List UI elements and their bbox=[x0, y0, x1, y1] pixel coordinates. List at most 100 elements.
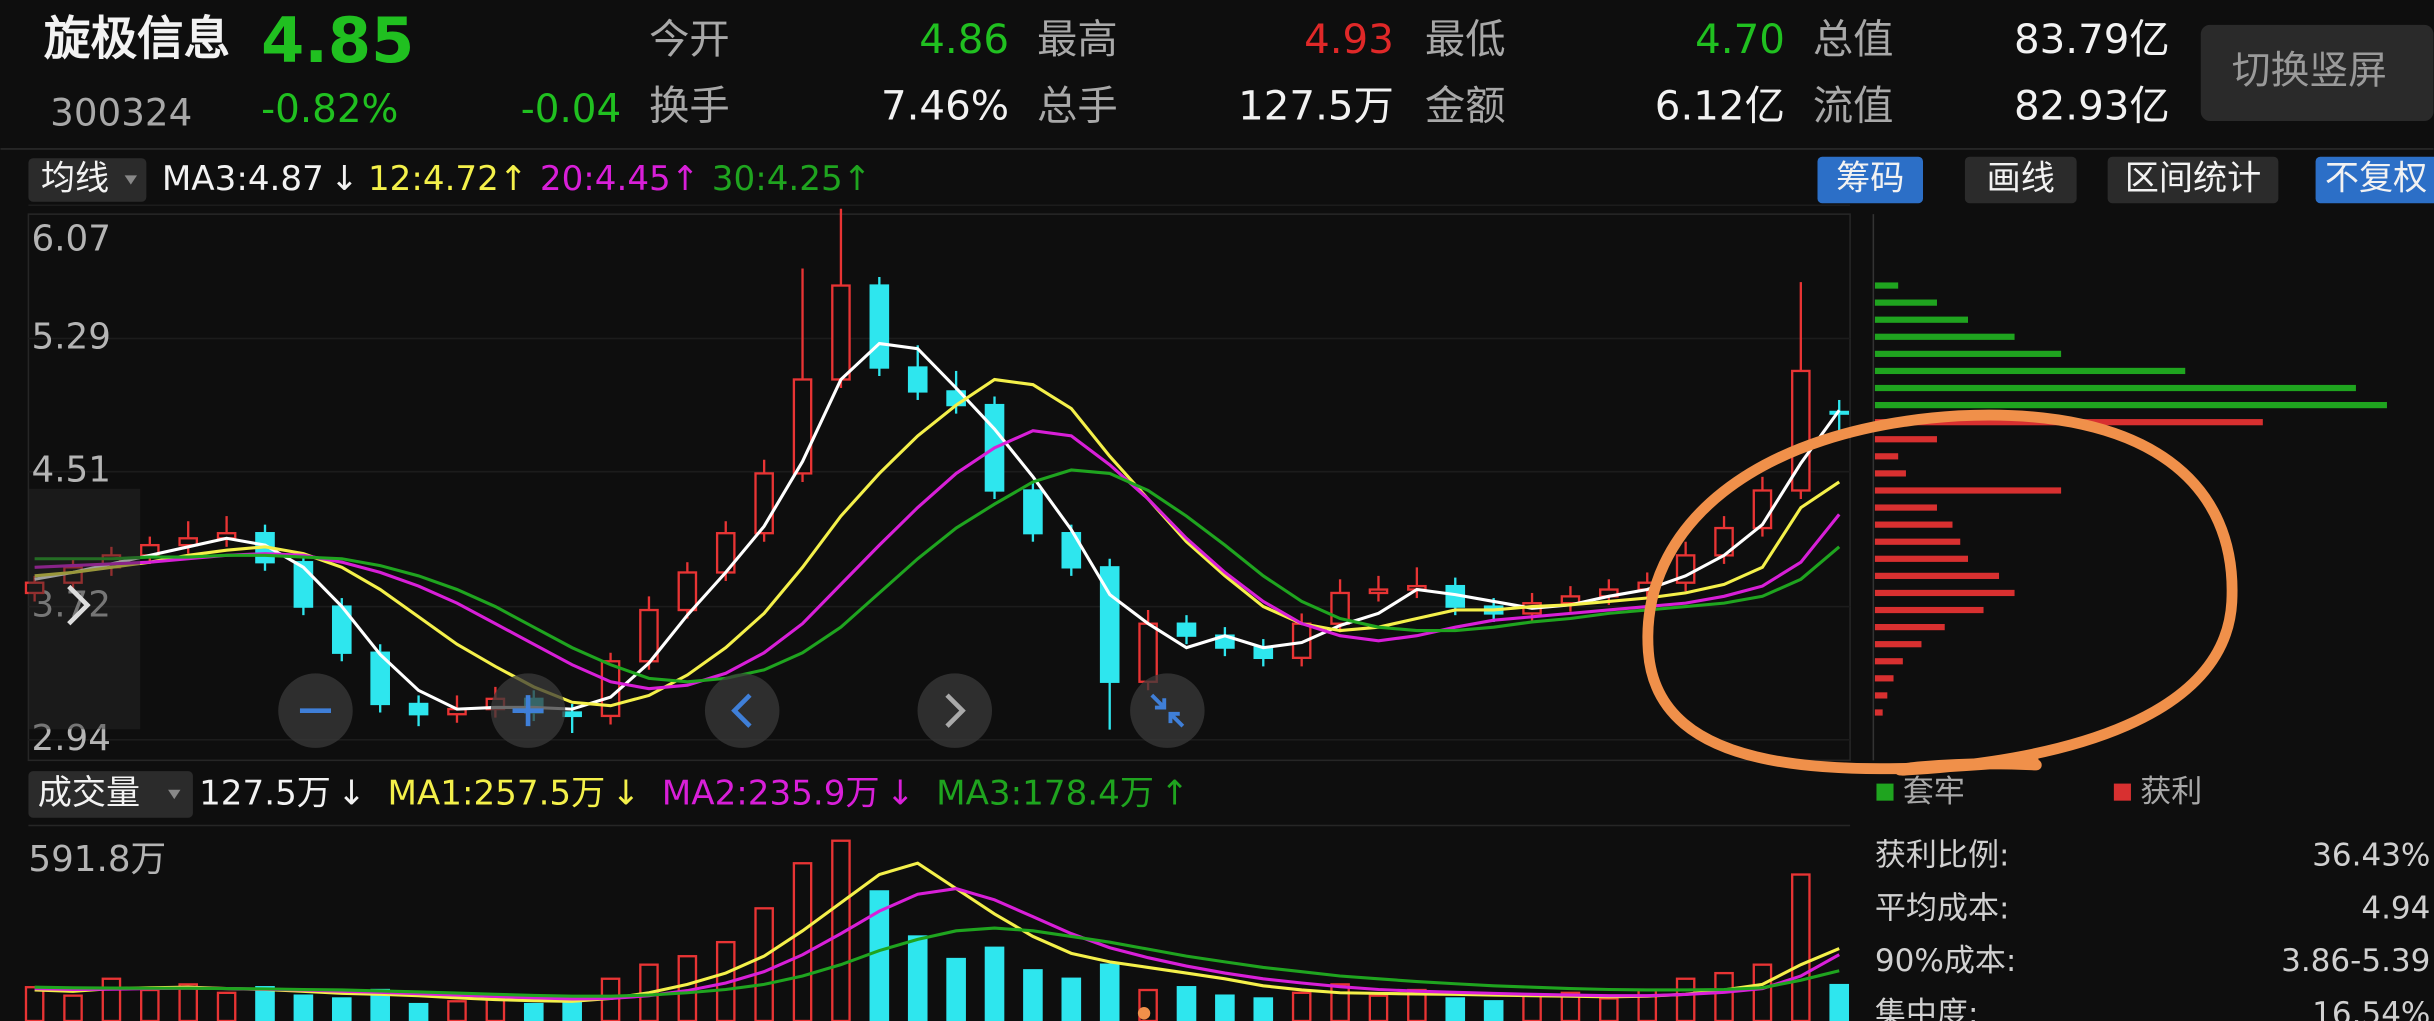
chip-bar bbox=[1874, 316, 1969, 323]
dropdown-arrow bbox=[168, 789, 181, 800]
volume-bar bbox=[1714, 971, 1734, 1021]
draw-button[interactable] bbox=[1964, 156, 2077, 204]
volume-bar bbox=[562, 1000, 582, 1021]
stat-value: 4.70 bbox=[1695, 16, 1785, 63]
chip-bar bbox=[1874, 555, 1969, 562]
stat-label: 总手 bbox=[1037, 83, 1118, 130]
stat-label: 最高 bbox=[1037, 16, 1118, 63]
stat-row-label: 集中度: bbox=[1875, 996, 1979, 1021]
stock-name: 旋极信息 bbox=[44, 11, 230, 65]
volume-bar bbox=[869, 890, 890, 1021]
volume-bar bbox=[331, 997, 352, 1021]
dropdown-arrow bbox=[124, 175, 138, 185]
stat-label: 最低 bbox=[1425, 16, 1506, 63]
candle-body bbox=[869, 284, 890, 369]
expand-icon[interactable] bbox=[67, 584, 91, 626]
chip-button[interactable] bbox=[1817, 156, 1924, 204]
volume-button[interactable] bbox=[28, 771, 193, 818]
volume-bar bbox=[178, 983, 199, 1021]
stat-row-value: 16.54% bbox=[2312, 996, 2430, 1021]
prev-button[interactable] bbox=[704, 673, 780, 748]
volume-bar bbox=[1291, 991, 1312, 1021]
volume-bar bbox=[1176, 986, 1197, 1021]
chip-bar bbox=[1874, 538, 1961, 545]
switch-button[interactable] bbox=[2200, 24, 2434, 122]
hand-drawn-circle bbox=[1642, 409, 2238, 776]
stat-row-value: 4.94 bbox=[2361, 890, 2430, 926]
chip-bar bbox=[1874, 572, 2000, 579]
volume-item: MA1:257.5万 bbox=[387, 773, 605, 813]
switch-button-label[interactable]: 切换竖屏 bbox=[2232, 48, 2387, 93]
ma-item: 20:4.45↑ bbox=[540, 158, 700, 198]
chip-bar bbox=[1874, 282, 1899, 289]
y-tick-label: 2.94 bbox=[32, 718, 111, 759]
y-tick-label: 5.29 bbox=[32, 316, 111, 357]
stat-value: 6.12亿 bbox=[1655, 83, 1785, 130]
chip-bar bbox=[1874, 692, 1888, 699]
volume-bar bbox=[1752, 963, 1773, 1021]
range-button-label[interactable]: 区间统计 bbox=[2125, 158, 2262, 198]
candle-body bbox=[1791, 369, 1811, 492]
volume-bar bbox=[408, 1002, 429, 1021]
volume-legend: 127.5万 ↓ MA1:257.5万 ↓ MA2:235.9万 ↓ MA3:178.4万 ↑ bbox=[199, 773, 1189, 813]
prev-icon bbox=[731, 693, 752, 728]
candle-body bbox=[24, 581, 45, 595]
volume-bar bbox=[255, 986, 275, 1021]
stat-row-value: 3.86-5.39 bbox=[2281, 943, 2430, 979]
volume-bar bbox=[1253, 997, 1274, 1021]
draw-button-label[interactable]: 画线 bbox=[1987, 158, 2055, 198]
nav-controls bbox=[278, 673, 1205, 748]
chip-bar bbox=[1874, 333, 2015, 340]
volume-bar bbox=[1215, 994, 1235, 1021]
stat-row-label: 90%成本: bbox=[1875, 943, 2016, 979]
volume-bar bbox=[1445, 997, 1466, 1021]
volume-bar bbox=[140, 988, 160, 1021]
ma-legend: MA3:4.87 ↓ 12:4.72↑ 20:4.45↑ 30:4.25↑ bbox=[162, 158, 871, 198]
adjust-button[interactable] bbox=[2315, 156, 2434, 204]
ma-item: 12:4.72↑ bbox=[368, 158, 528, 198]
volume-bar bbox=[523, 1002, 544, 1021]
volume-bar bbox=[1368, 994, 1389, 1021]
y-tick-label: 4.51 bbox=[32, 450, 111, 491]
volume-bar bbox=[101, 977, 122, 1021]
next-button[interactable] bbox=[917, 673, 993, 748]
volume-button-label[interactable]: 成交量 bbox=[38, 773, 140, 813]
ma-line bbox=[34, 468, 1841, 684]
legend-label: 获利 bbox=[2140, 774, 2202, 810]
volume-item: ↑ bbox=[1160, 773, 1189, 813]
volume-bar bbox=[1483, 1000, 1504, 1021]
change: -0.04 bbox=[521, 87, 621, 132]
ma-button[interactable] bbox=[28, 158, 147, 202]
candle-body bbox=[677, 571, 698, 612]
stat-value: 7.46% bbox=[881, 83, 1009, 130]
volume-bar bbox=[1675, 977, 1696, 1021]
volume-bar bbox=[754, 907, 774, 1021]
chip-bar bbox=[1874, 521, 1953, 528]
chip-bar bbox=[1874, 470, 1906, 477]
volume-bar bbox=[1791, 873, 1811, 1021]
next-icon bbox=[945, 693, 966, 728]
range-button[interactable] bbox=[2107, 156, 2279, 204]
stat-row-label: 平均成本: bbox=[1875, 890, 2010, 926]
ma-line bbox=[34, 377, 1841, 708]
stock-price: 4.85 bbox=[261, 4, 414, 77]
stock-code: 300324 bbox=[50, 90, 192, 134]
volume-bar bbox=[907, 935, 928, 1021]
stat-row-value: 36.43% bbox=[2312, 838, 2430, 874]
volume-bar bbox=[1829, 983, 1850, 1021]
volume-bar bbox=[63, 994, 83, 1021]
volume-bar bbox=[984, 946, 1005, 1021]
ma-button-label[interactable]: 均线 bbox=[41, 158, 109, 198]
chip-bar bbox=[1874, 453, 1899, 460]
zoom-in-icon bbox=[512, 695, 544, 727]
volume-bar bbox=[216, 991, 237, 1021]
adjust-button-label[interactable]: 不复权 bbox=[2325, 158, 2427, 198]
volume-item: 127.5万 bbox=[199, 773, 331, 813]
volume-item: ↓ bbox=[337, 773, 366, 813]
y-tick-label: 6.07 bbox=[32, 219, 111, 260]
fit-button[interactable] bbox=[1130, 673, 1205, 748]
chip-bar bbox=[1874, 675, 1894, 682]
chip-button-label[interactable]: 筹码 bbox=[1836, 158, 1904, 198]
